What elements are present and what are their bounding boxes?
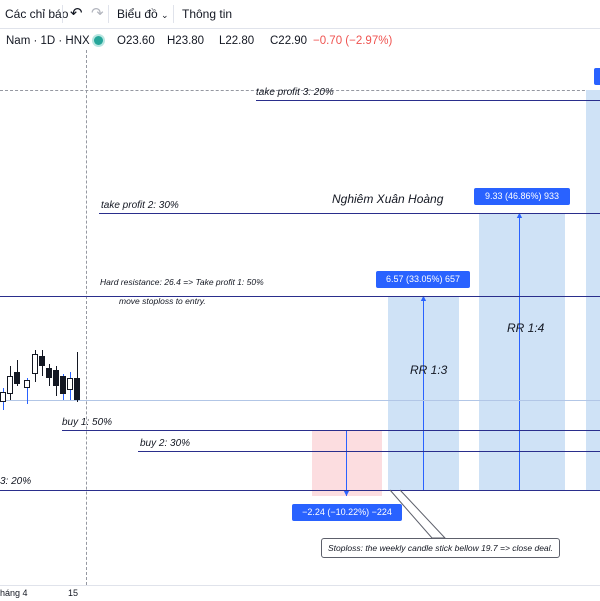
indicators-button[interactable]: Các chỉ báo bbox=[5, 7, 69, 21]
candle bbox=[7, 376, 13, 394]
price-line bbox=[0, 400, 600, 401]
candle bbox=[32, 354, 38, 374]
chevron-down-icon: ⌄ bbox=[161, 10, 169, 20]
candle bbox=[24, 380, 30, 388]
profit-2-badge[interactable]: 9.33 (46.86%) 933 bbox=[474, 188, 570, 205]
ohlc-high: H23.80 bbox=[167, 35, 205, 47]
profit-1-arrow bbox=[423, 296, 424, 490]
axis-day-label: 15 bbox=[68, 588, 79, 598]
price-change: −0.70 (−2.97%) bbox=[313, 35, 393, 47]
market-status-icon bbox=[94, 36, 103, 45]
buy-3-label: 3: 20% bbox=[0, 476, 32, 487]
take-profit-2-line[interactable] bbox=[99, 213, 600, 214]
loss-badge[interactable]: −2.24 (−10.22%) −224 bbox=[292, 504, 402, 521]
rr-1-4-label: RR 1:4 bbox=[507, 321, 545, 335]
ohlc-low: L22.80 bbox=[219, 35, 255, 47]
buy-1-label: buy 1: 50% bbox=[62, 417, 113, 428]
symbol-label[interactable]: Nam · 1D · HNX bbox=[6, 35, 90, 47]
ohlc-open: O23.60 bbox=[117, 35, 155, 47]
take-profit-2-label: take profit 2: 30% bbox=[101, 200, 179, 211]
buy-2-line[interactable] bbox=[138, 451, 600, 452]
candle-wick bbox=[27, 378, 28, 404]
loss-zone[interactable] bbox=[312, 430, 382, 496]
top-toolbar: Các chỉ báo ↶ ↷ Biểu đồ ⌄ Thông tin bbox=[0, 0, 600, 29]
chart-area[interactable]: ▲ ▲ ▼ take profit 3: 20% take profit 2: … bbox=[0, 50, 600, 585]
candle bbox=[60, 376, 66, 394]
axis-month-label: háng 4 bbox=[0, 588, 28, 598]
rr-1-3-label: RR 1:3 bbox=[410, 363, 448, 377]
candle bbox=[39, 356, 45, 366]
chart-type-button[interactable]: Biểu đồ ⌄ bbox=[117, 0, 169, 28]
candle bbox=[67, 378, 73, 390]
toolbar-divider bbox=[108, 5, 109, 23]
profit-3-badge[interactable] bbox=[594, 68, 600, 85]
toolbar-divider bbox=[62, 5, 63, 23]
take-profit-3-label: take profit 3: 20% bbox=[256, 87, 334, 98]
buy-3-line[interactable] bbox=[0, 490, 600, 491]
candle bbox=[0, 392, 6, 402]
profit-1-badge[interactable]: 6.57 (33.05%) 657 bbox=[376, 271, 470, 288]
undo-icon[interactable]: ↶ bbox=[70, 5, 83, 22]
info-button[interactable]: Thông tin bbox=[182, 7, 233, 21]
arrow-up-icon: ▲ bbox=[515, 210, 524, 220]
arrow-up-icon: ▲ bbox=[419, 293, 428, 303]
crosshair-vertical bbox=[86, 50, 87, 585]
profit-zone-2[interactable] bbox=[479, 213, 565, 490]
profit-zone-3[interactable] bbox=[586, 90, 600, 490]
buy-1-line[interactable] bbox=[62, 430, 600, 431]
author-label: Nghiêm Xuân Hoàng bbox=[332, 192, 444, 206]
buy-2-label: buy 2: 30% bbox=[140, 438, 191, 449]
callout-connector bbox=[389, 489, 447, 539]
move-stoploss-label: move stoploss to entry. bbox=[119, 296, 206, 306]
take-profit-3-line[interactable] bbox=[256, 100, 600, 101]
profit-2-arrow bbox=[519, 213, 520, 490]
time-axis[interactable]: háng 4 15 bbox=[0, 585, 600, 601]
candle bbox=[14, 372, 20, 384]
toolbar-divider bbox=[173, 5, 174, 23]
candle bbox=[53, 370, 59, 386]
candle-wick bbox=[77, 352, 78, 402]
redo-icon[interactable]: ↷ bbox=[91, 5, 104, 22]
stoploss-callout[interactable]: Stoploss: the weekly candle stick bellow… bbox=[321, 538, 560, 558]
hard-resistance-label: Hard resistance: 26.4 => Take profit 1: … bbox=[100, 277, 264, 287]
hard-resistance-line[interactable] bbox=[0, 296, 600, 297]
ohlc-close: C22.90 bbox=[270, 35, 308, 47]
chart-type-label: Biểu đồ bbox=[117, 7, 158, 21]
loss-arrow bbox=[346, 430, 347, 496]
candle bbox=[46, 368, 52, 378]
crosshair-horizontal bbox=[0, 90, 600, 91]
candle bbox=[74, 378, 80, 400]
arrow-down-icon: ▼ bbox=[342, 488, 351, 498]
